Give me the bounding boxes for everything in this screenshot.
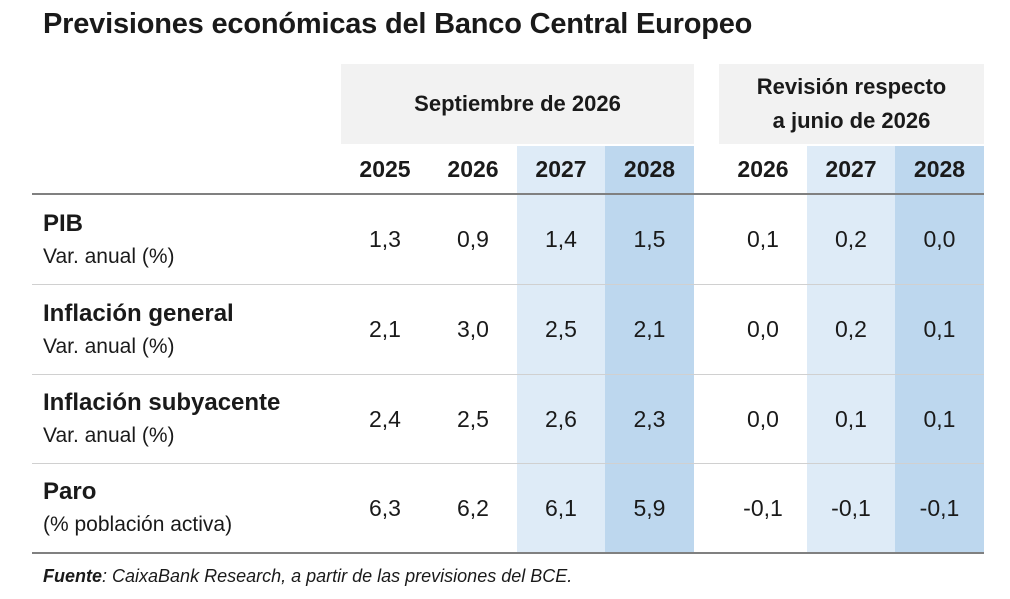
year-header-right-2028: 2028 [895, 146, 984, 193]
year-label: 2026 [447, 156, 499, 182]
table-cell: 2,5 [545, 316, 577, 342]
table-cell: 2,6 [545, 405, 577, 432]
table-cell: 3,0 [457, 316, 489, 342]
header-group-revision-line1: Revisión respecto [756, 74, 947, 99]
row-divider [32, 463, 984, 464]
row-label: PIB [43, 209, 84, 237]
year-header-left-2025: 2025 [341, 146, 429, 193]
year-header-right-2027: 2027 [807, 146, 895, 193]
header-group-revision: Revisión respecto a junio de 2026 [719, 64, 984, 144]
row-divider [32, 374, 984, 375]
table-cell: 0,2 [835, 316, 867, 342]
row-label: Inflación general [43, 299, 234, 327]
table-row-label-paro: Paro (% población activa) [43, 464, 338, 552]
table-cell: 1,3 [369, 226, 401, 252]
table-cell: -0,1 [831, 494, 871, 521]
table-row-label-pib: PIB Var. anual (%) [43, 195, 338, 284]
year-label: 2025 [359, 156, 411, 182]
table-cell: 2,4 [369, 405, 401, 432]
table-cell: 1,5 [633, 226, 666, 252]
table-row-label-inflacion-general: Inflación general Var. anual (%) [43, 285, 338, 374]
year-label: 2028 [623, 156, 676, 182]
year-label: 2028 [913, 156, 966, 182]
column-shade-right-2028 [895, 194, 984, 552]
row-sublabel: Var. anual (%) [43, 244, 175, 268]
table-cell: 1,4 [545, 226, 577, 252]
table-row-label-inflacion-subyacente: Inflación subyacente Var. anual (%) [43, 375, 338, 463]
year-header-right-2026: 2026 [719, 146, 807, 193]
header-group-revision-line2: a junio de 2026 [772, 108, 931, 133]
table-cell: 2,1 [369, 316, 401, 342]
column-shade-right-2027 [807, 194, 895, 552]
table-cell: 0,1 [747, 226, 779, 252]
page-title: Previsiones económicas del Banco Central… [43, 8, 753, 40]
row-sublabel: Var. anual (%) [43, 334, 175, 358]
source-note: Fuente: CaixaBank Research, a partir de … [43, 566, 572, 587]
table-cell: 0,0 [747, 316, 779, 342]
table-cell: 0,9 [457, 226, 489, 252]
row-label: Paro [43, 478, 97, 505]
table-cell: 5,9 [633, 494, 666, 521]
column-shade-left-2027 [517, 194, 605, 552]
table-cell: 6,1 [545, 494, 577, 521]
year-header-left-2026: 2026 [429, 146, 517, 193]
row-sublabel: (% población activa) [43, 513, 233, 536]
year-label: 2027 [535, 156, 587, 182]
header-rule [32, 193, 984, 195]
row-divider [32, 284, 984, 285]
row-label: Inflación subyacente [43, 389, 281, 416]
table-cell: -0,1 [919, 494, 960, 521]
table-cell: 2,3 [633, 405, 666, 432]
table-cell: 0,0 [747, 405, 779, 432]
table-cell: 0,2 [835, 226, 867, 252]
table-cell: 6,2 [457, 494, 489, 521]
table-cell: 0,1 [835, 405, 867, 432]
source-text: : CaixaBank Research, a partir de las pr… [102, 566, 573, 586]
bottom-rule [32, 552, 984, 554]
table-cell: 6,3 [369, 494, 401, 521]
year-label: 2027 [825, 156, 877, 182]
header-group-september-label: Septiembre de 2026 [414, 91, 621, 116]
year-header-left-2028: 2028 [605, 146, 694, 193]
column-shade-left-2028 [605, 194, 694, 552]
table-cell: 0,1 [923, 316, 956, 342]
table-cell: -0,1 [743, 494, 783, 521]
table-cell: 2,5 [457, 405, 489, 432]
table-cell: 2,1 [633, 316, 666, 342]
row-sublabel: Var. anual (%) [43, 424, 175, 447]
source-label: Fuente [43, 566, 103, 586]
year-header-left-2027: 2027 [517, 146, 605, 193]
year-label: 2026 [737, 156, 789, 182]
table-cell: 0,1 [923, 405, 956, 432]
header-group-september: Septiembre de 2026 [341, 64, 694, 144]
table-cell: 0,0 [923, 226, 956, 252]
